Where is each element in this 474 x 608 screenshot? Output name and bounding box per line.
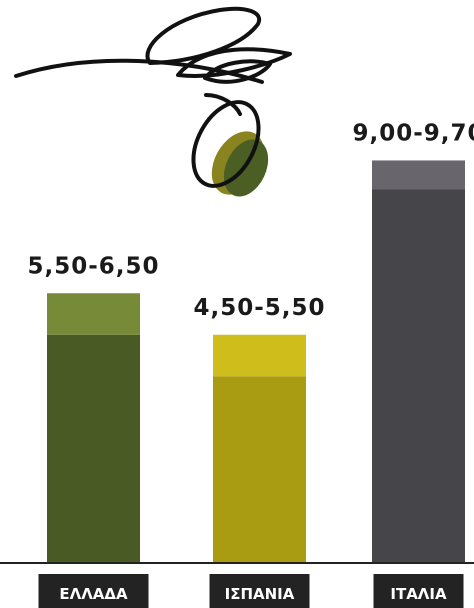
category-badge-spain bbox=[209, 574, 310, 608]
category-label-italy: ΙΤΑΛΙΑ bbox=[390, 585, 447, 603]
olive-branch-icon bbox=[14, 6, 292, 197]
category-badge-italy bbox=[373, 574, 464, 608]
labels-group: 5,50-6,50 ΕΛΛΑΔΑ 4,50-5,50 ΙΣΠΑΝΙΑ 9,00-9,70… bbox=[27, 120, 474, 608]
category-label-greece: ΕΛΛΑΔΑ bbox=[59, 585, 128, 603]
category-badge-greece bbox=[38, 574, 149, 608]
bar-greece-range bbox=[47, 293, 140, 335]
range-label-greece: 5,50-6,50 bbox=[27, 253, 159, 279]
bars-group bbox=[47, 160, 465, 563]
bar-spain-range bbox=[213, 334, 306, 377]
bar-italy-range bbox=[372, 160, 465, 190]
bar-greece-base bbox=[47, 334, 140, 563]
bar-italy-base bbox=[372, 189, 465, 563]
category-label-spain: ΙΣΠΑΝΙΑ bbox=[225, 585, 295, 603]
bar-spain-base bbox=[213, 376, 306, 563]
range-label-italy: 9,00-9,70 bbox=[352, 120, 474, 146]
range-label-spain: 4,50-5,50 bbox=[193, 295, 325, 321]
